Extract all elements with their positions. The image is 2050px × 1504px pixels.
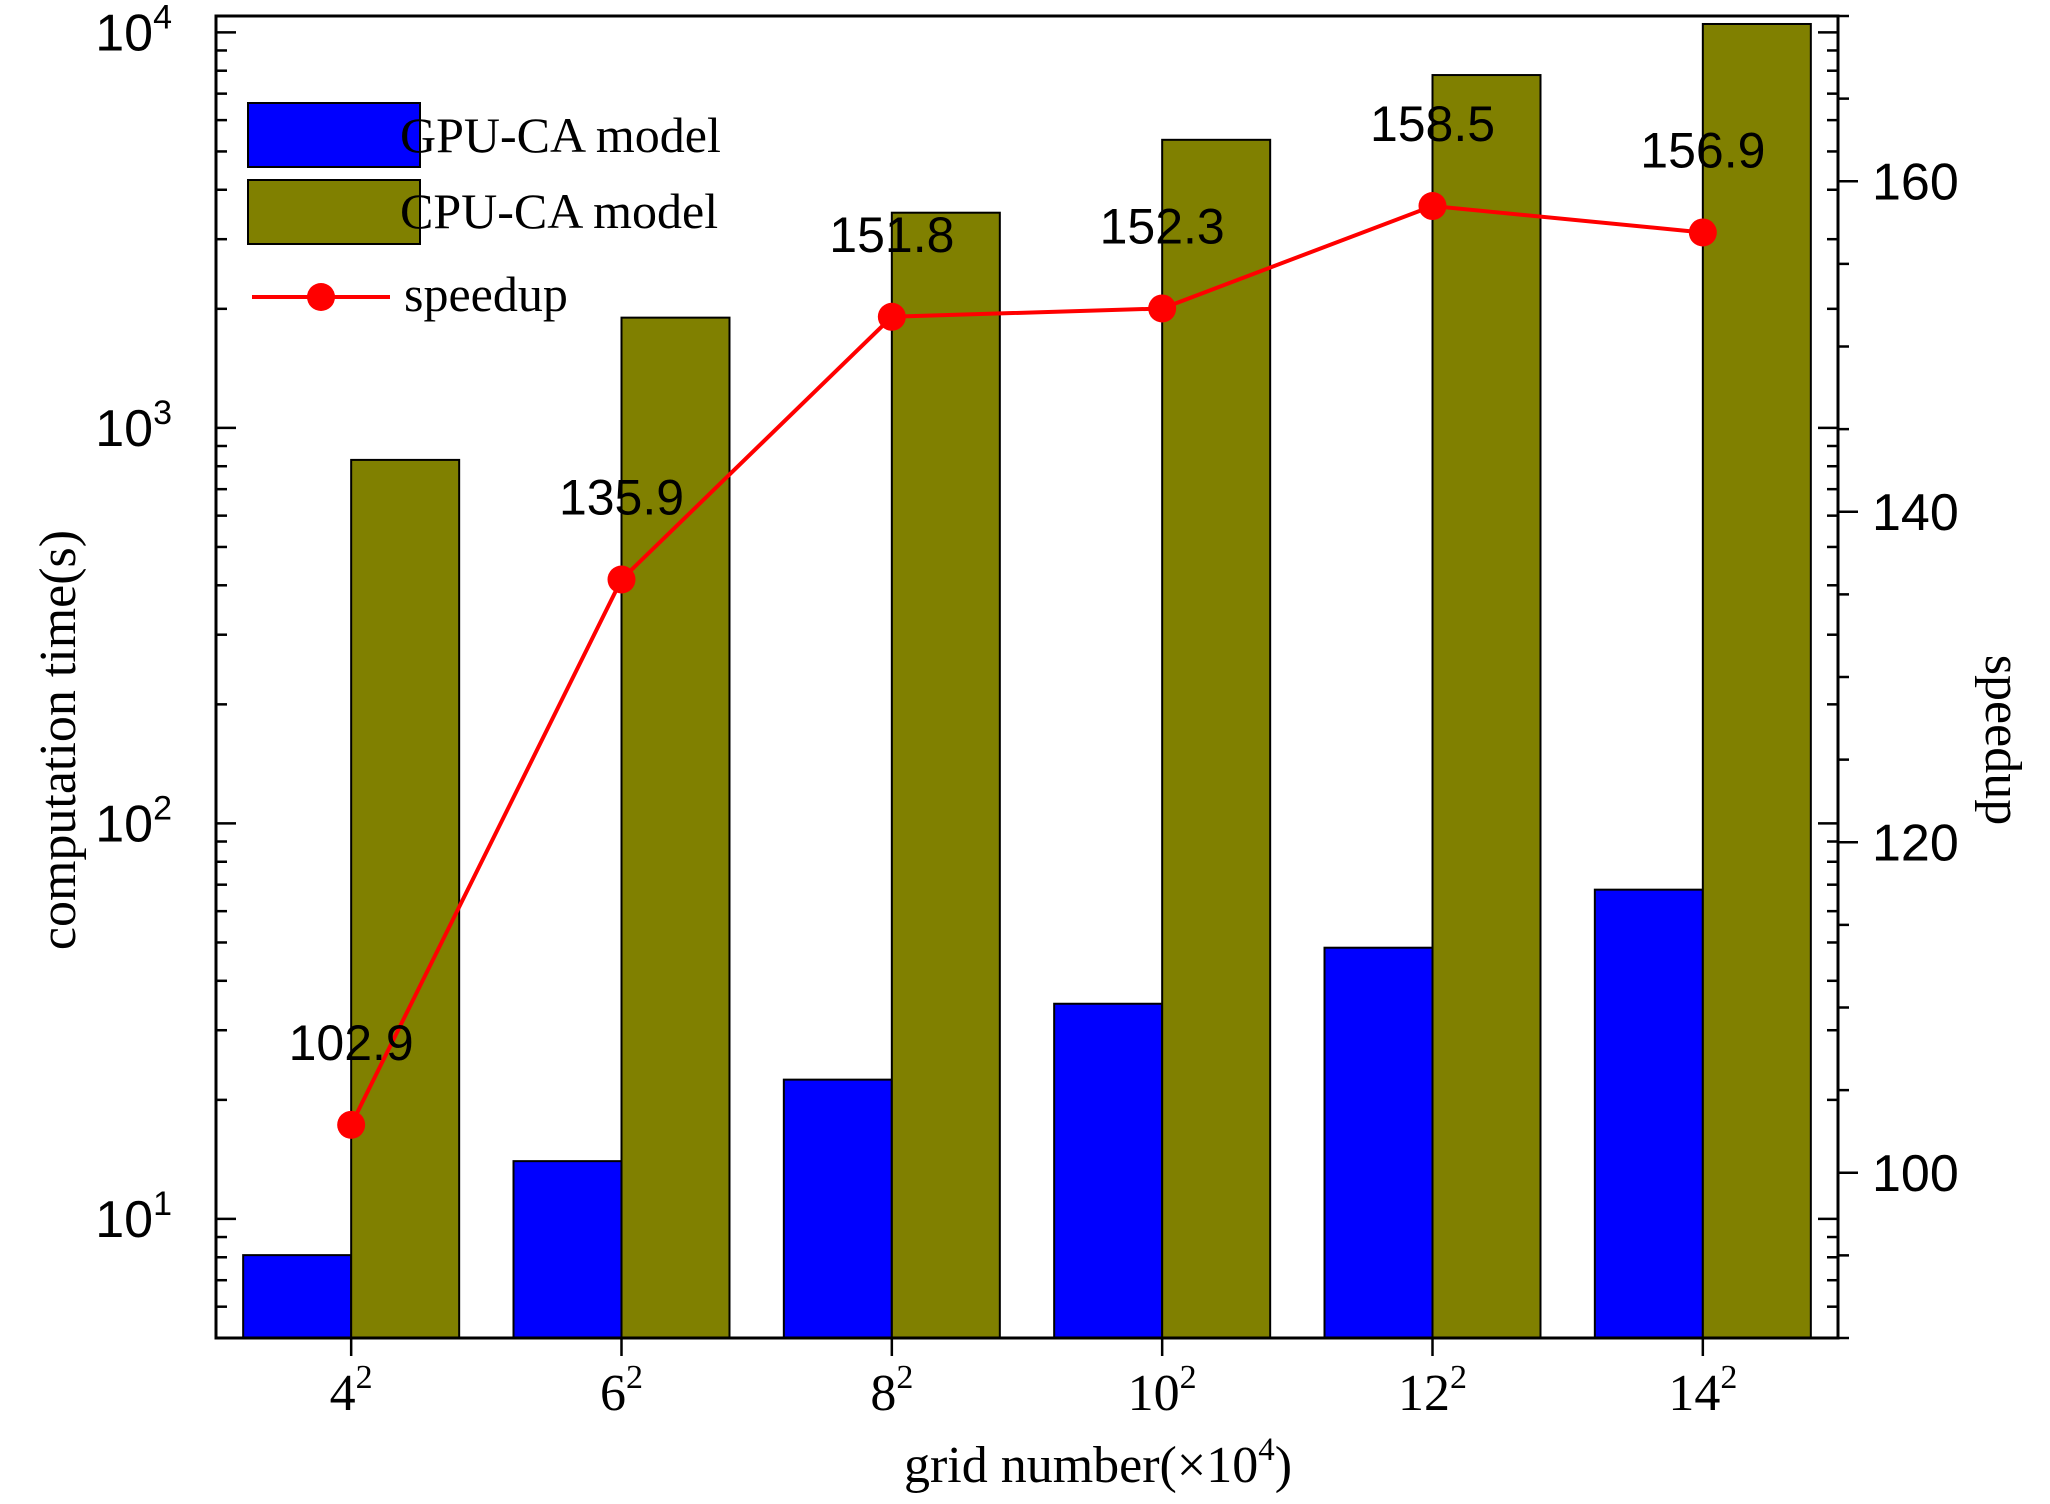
speedup-point-10	[1148, 294, 1177, 323]
y-tick-label: 101	[95, 1185, 172, 1249]
speedup-line-layer	[337, 192, 1717, 1139]
y-tick-label: 103	[95, 394, 172, 458]
x-tick-label: 42	[330, 1359, 373, 1422]
y2-tick-label: 100	[1872, 1145, 1959, 1203]
speedup-data-label: 135.9	[559, 470, 684, 526]
bar-gpu-12	[1323, 946, 1434, 1339]
y2-axis-title: speedup	[1974, 655, 2031, 825]
y2-tick-label: 140	[1872, 484, 1959, 542]
bar-cpu-6	[620, 316, 731, 1339]
axes-layer: 101 102 103 104 100 120 140 160 42 62 82 102 122 142	[95, 0, 1959, 1422]
speedup-point-8	[877, 302, 906, 331]
legend-label-speedup: speedup	[404, 266, 568, 322]
y-axis-title: computation time(s)	[30, 530, 87, 950]
bar-cpu-8	[890, 211, 1001, 1339]
bar-cpu-10	[1161, 138, 1272, 1340]
bar-gpu-8	[782, 1078, 893, 1339]
x-axis-title: grid number(×104)	[904, 1432, 1292, 1494]
speedup-point-14	[1688, 218, 1717, 247]
speedup-line	[349, 204, 1704, 1126]
x-tick-label: 82	[870, 1359, 913, 1422]
speedup-data-label: 102.9	[289, 1015, 414, 1071]
bar-gpu-10	[1053, 1002, 1164, 1339]
legend-swatch-cpu	[247, 179, 421, 245]
x-tick-label: 122	[1398, 1359, 1467, 1422]
y-tick-label: 104	[95, 0, 172, 62]
legend-swatch-speedup-marker	[307, 283, 335, 311]
speedup-point-12	[1418, 192, 1447, 221]
legend-label-cpu: CPU-CA model	[400, 183, 718, 239]
legend-swatch-gpu	[247, 102, 421, 168]
bar-gpu-4	[242, 1254, 353, 1340]
bars-layer	[242, 22, 1812, 1340]
bar-cpu-14	[1701, 22, 1812, 1340]
x-tick-label: 102	[1128, 1359, 1197, 1422]
x-tick-label: 142	[1668, 1359, 1737, 1422]
x-tick-label: 62	[600, 1359, 643, 1422]
y2-tick-label: 120	[1872, 814, 1959, 872]
bar-gpu-14	[1593, 888, 1704, 1339]
speedup-point-6	[607, 565, 636, 594]
bar-cpu-4	[350, 458, 461, 1339]
bar-cpu-12	[1431, 74, 1542, 1339]
point-labels-layer: 102.9 135.9 151.8 152.3 158.5 156.9	[289, 96, 1766, 1071]
y-tick-label: 102	[95, 789, 172, 853]
speedup-point-4	[337, 1110, 366, 1139]
speedup-data-label: 151.8	[829, 207, 954, 263]
speedup-data-label: 156.9	[1640, 122, 1765, 178]
legend: GPU-CA model CPU-CA model speedup	[247, 102, 721, 322]
legend-label-gpu: GPU-CA model	[400, 107, 721, 163]
bar-gpu-6	[512, 1160, 623, 1340]
y2-tick-label: 160	[1872, 153, 1959, 211]
speedup-data-label: 158.5	[1370, 96, 1495, 152]
speedup-data-label: 152.3	[1100, 198, 1225, 254]
